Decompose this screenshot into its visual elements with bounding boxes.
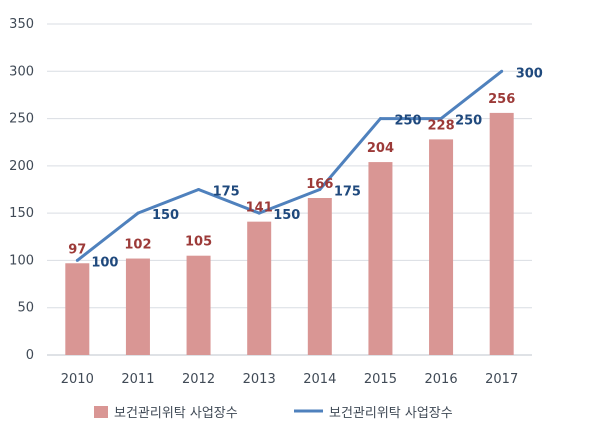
x-tick-label-2011: 2011 <box>121 372 154 387</box>
line-point-2010 <box>75 258 79 262</box>
y-tick-label-250: 250 <box>9 112 34 127</box>
y-tick-label-200: 200 <box>9 159 34 174</box>
x-tick-label-2017: 2017 <box>485 372 518 387</box>
line-label-2013: 150 <box>273 208 300 223</box>
y-tick-label-350: 350 <box>9 17 34 32</box>
x-tick-label-2015: 2015 <box>364 372 397 387</box>
x-tick-label-2016: 2016 <box>425 372 458 387</box>
x-tick-label-2010: 2010 <box>61 372 94 387</box>
line-label-2011: 150 <box>152 208 179 223</box>
line-point-2012 <box>197 188 201 191</box>
line-point-2017 <box>500 69 504 73</box>
legend-line-label: 보건관리위탁 사업장수 <box>329 406 453 421</box>
line-path <box>76 70 503 262</box>
y-tick-label-300: 300 <box>9 64 34 79</box>
bar-series <box>65 112 514 355</box>
line-label-2014: 175 <box>334 185 361 200</box>
legend-bar-swatch <box>94 406 108 418</box>
line-label-2016: 250 <box>455 114 482 129</box>
bar-2012 <box>186 255 211 355</box>
legend-bar-label: 보건관리위탁 사업장수 <box>114 406 238 421</box>
bar-2010 <box>65 263 90 355</box>
y-tick-label-0: 0 <box>26 348 34 363</box>
bar-label-2015: 204 <box>367 141 394 156</box>
x-tick-label-2012: 2012 <box>182 372 215 387</box>
x-tick-label-2013: 2013 <box>243 372 276 387</box>
bar-label-2012: 105 <box>185 235 212 250</box>
y-tick-label-150: 150 <box>9 206 34 221</box>
bar-2013 <box>247 221 272 355</box>
bar-label-2010: 97 <box>68 242 86 257</box>
line-label-2010: 100 <box>91 255 118 270</box>
line-point-2013 <box>257 211 261 215</box>
data-labels: 97 102 105 141 166 204 228 256 100 150 175 150 175 25… <box>68 66 543 270</box>
bar-2014 <box>307 198 332 355</box>
line-label-2017: 300 <box>516 66 543 81</box>
bar-label-2016: 228 <box>427 118 454 133</box>
y-tick-label-50: 50 <box>17 301 34 316</box>
legend: 보건관리위탁 사업장수 보건관리위탁 사업장수 <box>94 406 453 421</box>
bar-2011 <box>125 258 150 355</box>
line-label-2015: 250 <box>394 114 421 129</box>
bar-2016 <box>429 139 454 355</box>
bar-label-2011: 102 <box>124 238 151 253</box>
y-axis-ticks: 0 50 100 150 200 250 300 350 <box>9 17 34 363</box>
x-tick-label-2014: 2014 <box>303 372 336 387</box>
x-axis-ticks: 2010 2011 2012 2013 2014 2015 2016 2017 <box>61 372 518 387</box>
line-point-2016 <box>439 117 443 121</box>
bar-2017 <box>489 112 514 355</box>
line-label-2012: 175 <box>213 185 240 200</box>
bar-label-2014: 166 <box>306 177 333 192</box>
line-point-2015 <box>378 117 382 121</box>
line-series <box>75 69 504 262</box>
line-point-2014 <box>318 188 322 191</box>
bar-2015 <box>368 162 393 355</box>
gridlines <box>47 23 532 356</box>
y-tick-label-100: 100 <box>9 253 34 268</box>
bar-label-2013: 141 <box>246 201 273 216</box>
bar-label-2017: 256 <box>488 92 515 107</box>
line-point-2011 <box>136 211 140 215</box>
